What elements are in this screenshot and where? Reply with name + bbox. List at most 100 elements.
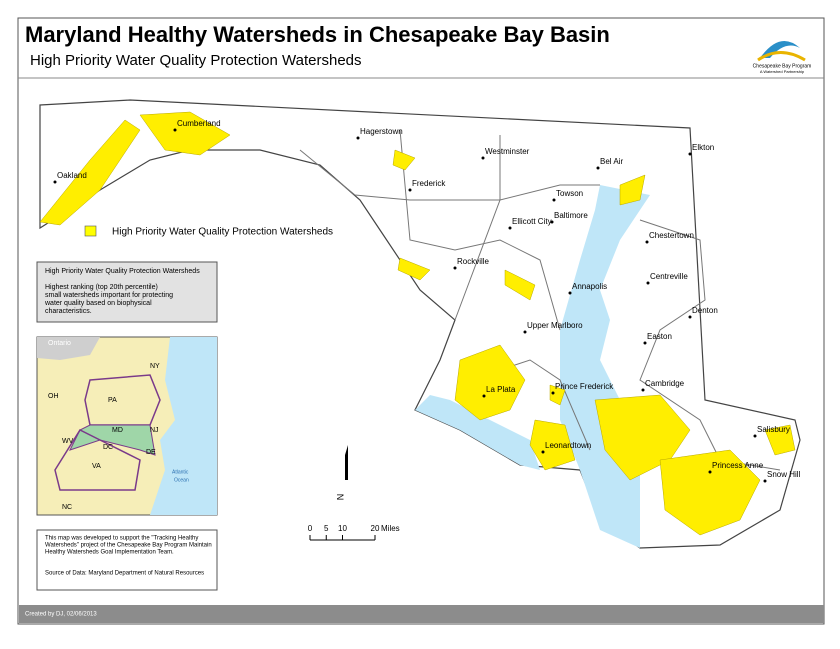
potomac-water xyxy=(415,395,540,470)
city-label: Hagerstown xyxy=(360,127,403,136)
city-dot xyxy=(508,226,512,230)
info-line: water quality based on biophysical xyxy=(44,300,152,307)
info-title: High Priority Water Quality Protection W… xyxy=(45,268,200,275)
city-label: Upper Marlboro xyxy=(527,321,583,330)
city-dot xyxy=(646,281,650,285)
footer-bar xyxy=(19,605,824,623)
logo-mark xyxy=(757,51,806,62)
city-dot xyxy=(552,198,556,202)
inset-label: Ocean xyxy=(174,477,189,483)
city-label: Annapolis xyxy=(572,282,607,291)
logo-tagline: A Watershed Partnership xyxy=(760,69,805,74)
inset-label: NJ xyxy=(150,427,159,434)
city-label: Westminster xyxy=(485,147,530,156)
credit-line: Watersheds" project of the Chesapeake Ba… xyxy=(45,543,212,549)
city-dot xyxy=(708,470,712,474)
city-label: Rockville xyxy=(457,257,490,266)
city-dot xyxy=(523,330,527,334)
scale-label: 20 xyxy=(371,524,380,533)
city-dot xyxy=(482,394,486,398)
watershed xyxy=(529,419,576,471)
inset-label: OH xyxy=(48,393,59,400)
inset-label: DC xyxy=(103,444,113,451)
inset-ocean xyxy=(150,337,217,515)
watershed xyxy=(619,174,646,206)
city-dot xyxy=(688,152,692,156)
inset-label: DE xyxy=(146,449,156,456)
watershed xyxy=(454,344,526,421)
inset-label: PA xyxy=(108,397,117,404)
city-dot xyxy=(541,450,545,454)
city-label: Princess Anne xyxy=(712,461,764,470)
city-dot xyxy=(551,391,555,395)
watershed xyxy=(39,119,141,226)
scale-label: 10 xyxy=(338,524,347,533)
city-label: Baltimore xyxy=(554,211,588,220)
city-label: Salisbury xyxy=(757,425,790,434)
watersheds xyxy=(39,111,796,536)
credit-box xyxy=(36,529,218,591)
subtitle: High Priority Water Quality Protection W… xyxy=(30,52,362,69)
city-dot xyxy=(643,341,647,345)
legend-label: High Priority Water Quality Protection W… xyxy=(112,227,333,238)
city-label: Cambridge xyxy=(645,379,685,388)
watershed xyxy=(504,269,536,301)
city-dot xyxy=(568,291,572,295)
logo: Chesapeake Bay Program A Watershed Partn… xyxy=(753,40,812,74)
county-line xyxy=(454,135,501,321)
info-line: characteristics. xyxy=(45,308,92,315)
city-dot xyxy=(753,434,757,438)
credit-text: This map was developed to support the "T… xyxy=(45,536,212,556)
watershed xyxy=(392,149,416,171)
city-dot xyxy=(688,315,692,319)
county-line xyxy=(299,149,600,201)
watershed xyxy=(397,257,431,281)
scale-unit: Miles xyxy=(381,524,400,533)
legend-swatch xyxy=(84,225,97,237)
city-label: Prince Frederick xyxy=(555,382,614,391)
credit-line: This map was developed to support the "T… xyxy=(45,536,198,542)
city-dot xyxy=(453,266,457,270)
city-label: Elkton xyxy=(692,143,714,152)
city-label: Easton xyxy=(647,332,672,341)
city-label: Frederick xyxy=(412,179,446,188)
city-label: Leonardtown xyxy=(545,441,591,450)
city-label: Oakland xyxy=(57,171,87,180)
inset-lake xyxy=(37,337,100,360)
city-label: La Plata xyxy=(486,385,516,394)
inset-label: NY xyxy=(150,363,160,370)
title: Maryland Healthy Watersheds in Chesapeak… xyxy=(25,22,610,47)
city-dot xyxy=(481,156,485,160)
city-label: Bel Air xyxy=(600,157,623,166)
inset-labels: Ontario NY OH PA NJ MD DE DC WV VA NC Atlantic Ocean xyxy=(48,340,189,511)
city-label: Chestertown xyxy=(649,231,694,240)
info-text: Highest ranking (top 20th percentile)sma… xyxy=(44,284,173,315)
north-arrow xyxy=(345,445,348,480)
info-line: Highest ranking (top 20th percentile) xyxy=(45,284,158,291)
city-label: Towson xyxy=(556,189,583,198)
city-dot xyxy=(641,388,645,392)
footer: Created by DJ, 02/06/2013 xyxy=(25,612,97,618)
city-label: Centreville xyxy=(650,272,688,281)
city-dot xyxy=(645,240,649,244)
county-line xyxy=(399,129,561,331)
inset-va xyxy=(54,429,141,491)
north-label: N xyxy=(335,494,345,501)
city-label: Snow Hill xyxy=(767,470,801,479)
city-label: Cumberland xyxy=(177,119,221,128)
city-dot xyxy=(408,188,412,192)
scale-bar: 0 5 10 20 Miles xyxy=(308,524,400,541)
city-dot xyxy=(550,220,554,224)
logo-name: Chesapeake Bay Program xyxy=(753,63,812,69)
inset-map xyxy=(36,336,218,516)
city-label: Denton xyxy=(692,306,718,315)
watershed xyxy=(764,424,796,456)
inset-label: Atlantic xyxy=(172,469,189,475)
city-labels: Hagerstown Cumberland Oakland Frederick West… xyxy=(53,119,801,483)
source: Source of Data: Maryland Department of N… xyxy=(45,571,204,577)
scale-label: 0 xyxy=(308,524,313,533)
inset-label: VA xyxy=(92,463,101,470)
inset-label: Ontario xyxy=(48,340,71,347)
info-box xyxy=(36,261,218,323)
